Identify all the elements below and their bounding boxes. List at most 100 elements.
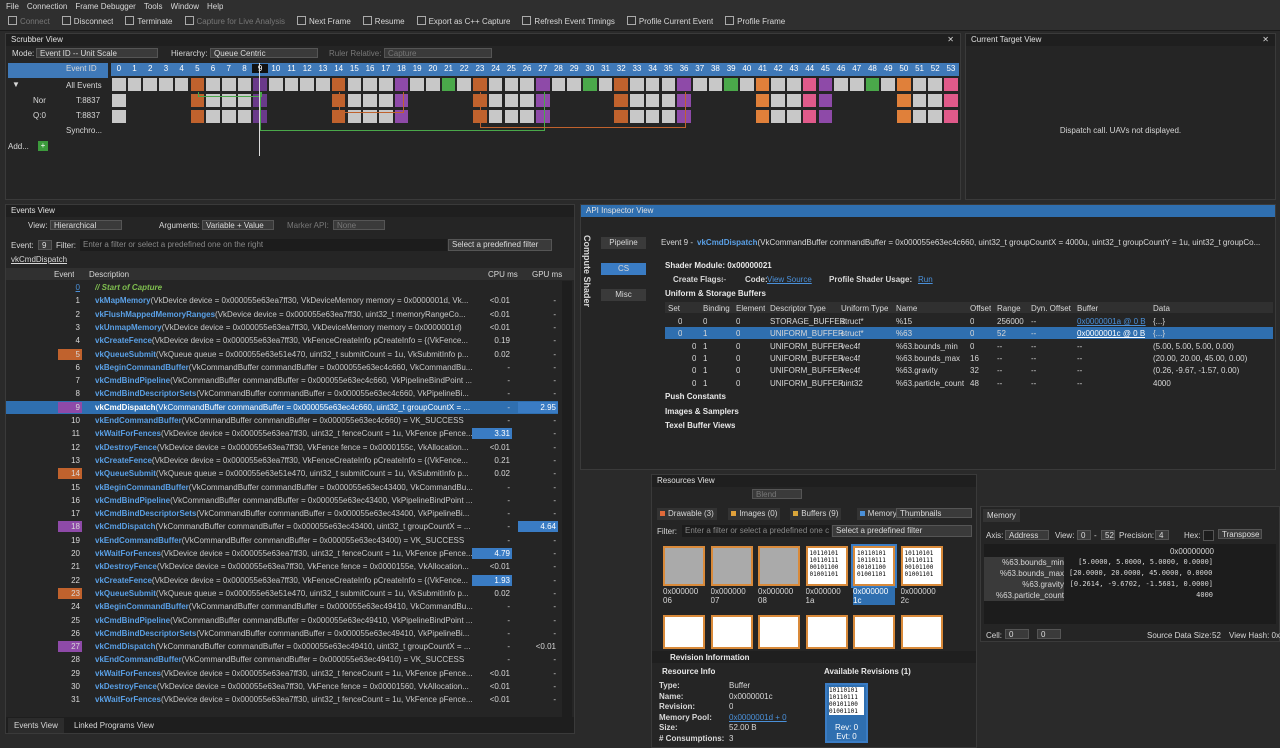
- cell-1[interactable]: 0: [1037, 629, 1061, 639]
- event-row[interactable]: 8 vkCmdBindDescriptorSets(VkCommandBuffer…: [6, 387, 558, 400]
- event-row[interactable]: 20 vkWaitForFences(VkDevice device = 0x00…: [6, 547, 558, 560]
- event-row[interactable]: 15 vkBeginCommandBuffer(VkCommandBuffer c…: [6, 481, 558, 494]
- stage-button[interactable]: Pipeline: [601, 237, 646, 249]
- event-row[interactable]: 12 vkDestroyFence(VkDevice device = 0x000…: [6, 441, 558, 454]
- resource-tab[interactable]: Images (0): [728, 508, 781, 520]
- event-field[interactable]: 9: [38, 240, 52, 250]
- memory-tab[interactable]: Memory: [983, 509, 1020, 522]
- hex-checkbox[interactable]: [1203, 530, 1214, 541]
- menu-item[interactable]: Window: [170, 2, 199, 11]
- event-row[interactable]: 1 vkMapMemory(VkDevice device = 0x000055e…: [6, 294, 558, 307]
- stage-button[interactable]: CS: [601, 263, 646, 275]
- event-row[interactable]: 2 vkFlushMappedMemoryRanges(VkDevice devi…: [6, 308, 558, 321]
- arguments-combo[interactable]: Variable + Value: [202, 220, 274, 230]
- ruler-combo[interactable]: Capture: [384, 48, 492, 58]
- event-row[interactable]: 31 vkWaitForFences(VkDevice device = 0x00…: [6, 693, 558, 706]
- binding-row[interactable]: 0 0 0 STORAGE_BUFFER struct* %15 0 256000 -- 0x00…: [665, 315, 1273, 327]
- event-row[interactable]: 14 vkQueueSubmit(VkQueue queue = 0x000055…: [6, 467, 558, 480]
- binding-row[interactable]: 0 1 0 UNIFORM_BUFFER struct* %63 0 52 -- 0x000000…: [665, 327, 1273, 340]
- binding-row[interactable]: 0 1 0 UNIFORM_BUFFER vec4f %63.bounds_min 0 -- -…: [665, 340, 1273, 352]
- event-row[interactable]: 28 vkEndCommandBuffer(VkCommandBuffer com…: [6, 653, 558, 666]
- thumbnail[interactable]: [663, 546, 705, 586]
- thumbnail-label[interactable]: 0x000000 08: [758, 587, 800, 605]
- thumbnail[interactable]: [710, 546, 753, 586]
- event-row[interactable]: 24 vkBeginCommandBuffer(VkCommandBuffer c…: [6, 600, 558, 613]
- predefined-filter[interactable]: Select a predefined filter: [832, 525, 972, 537]
- thumbnail[interactable]: 10110101 10110111 00101100 01001101: [805, 546, 848, 586]
- event-row[interactable]: 17 vkCmdBindDescriptorSets(VkCommandBuffe…: [6, 507, 558, 520]
- view-to[interactable]: 52: [1101, 530, 1115, 540]
- view-from[interactable]: 0: [1077, 530, 1091, 540]
- filter-input[interactable]: Enter a filter or select a predefined on…: [80, 239, 447, 251]
- binding-row[interactable]: 0 1 0 UNIFORM_BUFFER vec4f %63.gravity 32 -- -- -…: [665, 364, 1273, 376]
- toolbar-button[interactable]: Capture for Live Analysis: [184, 14, 285, 30]
- precision-field[interactable]: 4: [1155, 530, 1169, 540]
- menu-item[interactable]: Connection: [26, 2, 68, 11]
- event-row[interactable]: 26 vkCmdBindDescriptorSets(VkCommandBuffe…: [6, 627, 558, 640]
- event-row[interactable]: 21 vkDestroyFence(VkDevice device = 0x000…: [6, 560, 558, 573]
- event-row[interactable]: 27 vkCmdDispatch(VkCommandBuffer commandB…: [6, 640, 558, 653]
- event-row[interactable]: 29 vkWaitForFences(VkDevice device = 0x00…: [6, 667, 558, 680]
- transpose-button[interactable]: Transpose: [1218, 529, 1262, 539]
- toolbar-button[interactable]: Connect: [8, 14, 50, 30]
- resource-tab[interactable]: Drawable (3): [657, 508, 717, 520]
- thumbnail-label[interactable]: 0x000000 07: [711, 587, 753, 605]
- toolbar-button[interactable]: Next Frame: [297, 14, 351, 30]
- profile-link[interactable]: Run: [918, 275, 933, 284]
- marker-combo[interactable]: None: [333, 220, 385, 230]
- toolbar-button[interactable]: Disconnect: [61, 14, 113, 30]
- menu-item[interactable]: Tools: [143, 2, 163, 11]
- event-row[interactable]: 23 vkQueueSubmit(VkQueue queue = 0x000055…: [6, 587, 558, 600]
- menu-item[interactable]: Frame Debugger: [75, 2, 136, 11]
- menu-item[interactable]: File: [6, 2, 19, 11]
- tab[interactable]: Events View: [8, 718, 64, 733]
- blend-combo[interactable]: Blend: [752, 489, 802, 499]
- axis-combo[interactable]: Address: [1005, 530, 1049, 540]
- event-row[interactable]: 7 vkCmdBindPipeline(VkCommandBuffer comma…: [6, 374, 558, 387]
- display-combo[interactable]: Thumbnails: [896, 508, 972, 518]
- tab[interactable]: Linked Programs View: [74, 721, 154, 730]
- event-row[interactable]: 30 vkDestroyFence(VkDevice device = 0x000…: [6, 680, 558, 693]
- stage-button[interactable]: Misc: [601, 289, 646, 301]
- event-row[interactable]: 18 vkCmdDispatch(VkCommandBuffer commandB…: [6, 520, 558, 533]
- event-row[interactable]: 22 vkCreateFence(VkDevice device = 0x0000…: [6, 574, 558, 587]
- predefined-filter[interactable]: Select a predefined filter: [448, 239, 552, 251]
- event-row[interactable]: 16 vkCmdBindPipeline(VkCommandBuffer comm…: [6, 494, 558, 507]
- mode-combo[interactable]: Event ID -- Unit Scale: [36, 48, 158, 58]
- event-row[interactable]: 6 vkBeginCommandBuffer(VkCommandBuffer co…: [6, 361, 558, 374]
- revision-card[interactable]: 10110101 10110111 00101100 01001101 Rev: …: [825, 683, 868, 743]
- filter-input[interactable]: Enter a filter or select a predefined on…: [682, 525, 831, 537]
- event-row[interactable]: 4 vkCreateFence(VkDevice device = 0x00005…: [6, 334, 558, 347]
- resource-tab[interactable]: Buffers (9): [790, 508, 842, 520]
- thumbnail-label[interactable]: 0x000000 1a: [806, 587, 848, 605]
- code-link[interactable]: View Source: [767, 275, 812, 284]
- view-combo[interactable]: Hierarchical: [50, 220, 122, 230]
- event-row[interactable]: 5 vkQueueSubmit(VkQueue queue = 0x000055e…: [6, 348, 558, 361]
- binding-row[interactable]: 0 1 0 UNIFORM_BUFFER vec4f %63.bounds_max 16 --…: [665, 352, 1273, 364]
- add-button[interactable]: +: [38, 141, 48, 151]
- event-row[interactable]: 9 vkCmdDispatch(VkCommandBuffer commandBu…: [6, 400, 558, 414]
- thumbnail[interactable]: 10110101 10110111 00101100 01001101: [900, 546, 943, 586]
- event-row[interactable]: 13 vkCreateFence(VkDevice device = 0x0000…: [6, 454, 558, 467]
- thumbnail-label[interactable]: 0x000000 1c: [853, 587, 895, 605]
- toolbar-button[interactable]: Resume: [362, 14, 405, 30]
- menu-item[interactable]: Help: [207, 2, 224, 11]
- thumbnail-label[interactable]: 0x000000 2c: [901, 587, 943, 605]
- close-button[interactable]: ✕: [1262, 35, 1269, 44]
- event-row[interactable]: 11 vkWaitForFences(VkDevice device = 0x00…: [6, 427, 558, 440]
- thumbnail-label[interactable]: 0x000000 06: [663, 587, 705, 605]
- close-button[interactable]: ✕: [947, 35, 954, 44]
- event-row[interactable]: 0 // Start of Capture: [6, 281, 558, 294]
- cell-0[interactable]: 0: [1005, 629, 1029, 639]
- hierarchy-combo[interactable]: Queue Centric: [210, 48, 318, 58]
- event-row[interactable]: 10 vkEndCommandBuffer(VkCommandBuffer com…: [6, 414, 558, 427]
- toolbar-button[interactable]: Export as C++ Capture: [416, 14, 510, 30]
- event-row[interactable]: 25 vkCmdBindPipeline(VkCommandBuffer comm…: [6, 614, 558, 627]
- toolbar-button[interactable]: Profile Current Event: [626, 14, 713, 30]
- thumbnail[interactable]: 10110101 10110111 00101100 01001101: [851, 544, 897, 588]
- toolbar-button[interactable]: Refresh Event Timings: [522, 14, 615, 30]
- breadcrumb[interactable]: vkCmdDispatch: [11, 255, 68, 264]
- event-row[interactable]: 3 vkUnmapMemory(VkDevice device = 0x00005…: [6, 321, 558, 334]
- toolbar-button[interactable]: Terminate: [125, 14, 173, 30]
- event-row[interactable]: 19 vkEndCommandBuffer(VkCommandBuffer com…: [6, 534, 558, 547]
